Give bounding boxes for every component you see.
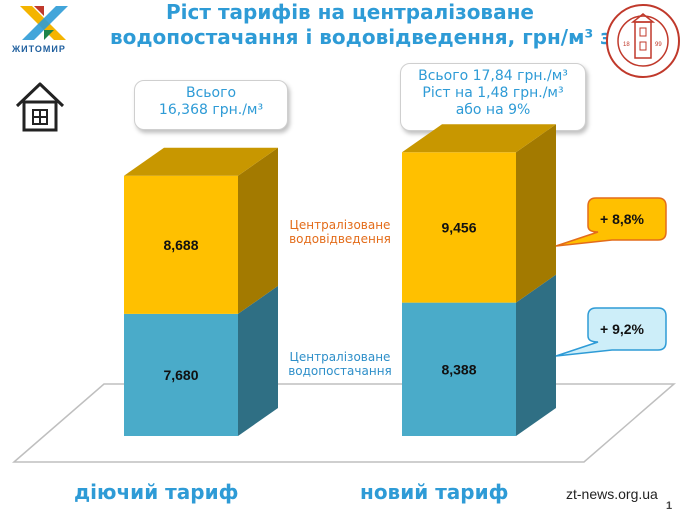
water-label-line-1: Централізоване [289,350,391,364]
bar-current-sewerage [124,175,238,314]
source-watermark: zt-news.org.ua [566,486,658,502]
logo-wordmark: ЖИТОМИР [12,44,66,54]
bar-new-water [402,302,516,436]
water-series-label: Централізоване водопостачання [280,350,400,378]
bar-current-water [124,313,238,436]
house-icon [15,82,65,132]
water-growth-text: + 9,2% [600,321,645,337]
title-line-1: Ріст тарифів на централізоване [166,0,534,24]
water-label-line-2: водопостачання [288,364,392,378]
page-number: 1 [666,500,673,512]
bar-current-top [124,147,278,176]
water-growth-callout: + 9,2% [555,307,667,357]
bar-new-top [402,124,556,153]
sewerage-label-line-1: Централізоване [289,218,391,232]
chart-floor [11,383,677,463]
title-line-2: водопостачання і водовідведення, грн/м³ … [110,25,669,49]
bar-current-water-side [238,285,278,436]
current-total-box: Всього 16,368 грн./м³ [134,80,288,130]
page-title: Ріст тарифів на централізоване водопоста… [110,0,669,50]
bar-current-sewerage-side [238,147,278,314]
category-label-new: новий тариф [360,480,509,504]
current-total-line-1: Всього [185,85,237,101]
bar-new-sewerage-side [516,124,556,303]
bar-new-water-side [516,274,556,436]
bar-new-water-value: 8,388 [441,361,476,377]
new-total-line-3: або на 9% [455,102,531,118]
sewerage-label-line-2: водовідведення [289,232,391,246]
new-total-line-2: Ріст на 1,48 грн./м³ [422,85,564,101]
bar-new-sewerage [402,152,516,303]
current-total-line-2: 16,368 грн./м³ [158,102,264,118]
new-total-box: Всього 17,84 грн./м³ Ріст на 1,48 грн./м… [400,63,586,131]
bar-new-sewerage-value: 9,456 [441,219,476,235]
bar-current-sewerage-value: 8,688 [163,237,198,253]
sewerage-growth-callout: + 8,8% [555,197,667,247]
new-total-line-1: Всього 17,84 грн./м³ [418,68,568,84]
zhytomyr-logo-icon [20,6,68,40]
bar-current-water-value: 7,680 [163,367,198,383]
sewerage-growth-text: + 8,8% [600,211,645,227]
vodokanal-seal-icon: 18 99 [606,4,680,78]
sewerage-growth-bubble [555,197,667,247]
svg-text:18: 18 [623,42,630,48]
water-growth-bubble [555,307,667,357]
sewerage-series-label: Централізоване водовідведення [280,218,400,246]
category-label-current: діючий тариф [74,480,239,504]
svg-text:99: 99 [655,42,662,48]
